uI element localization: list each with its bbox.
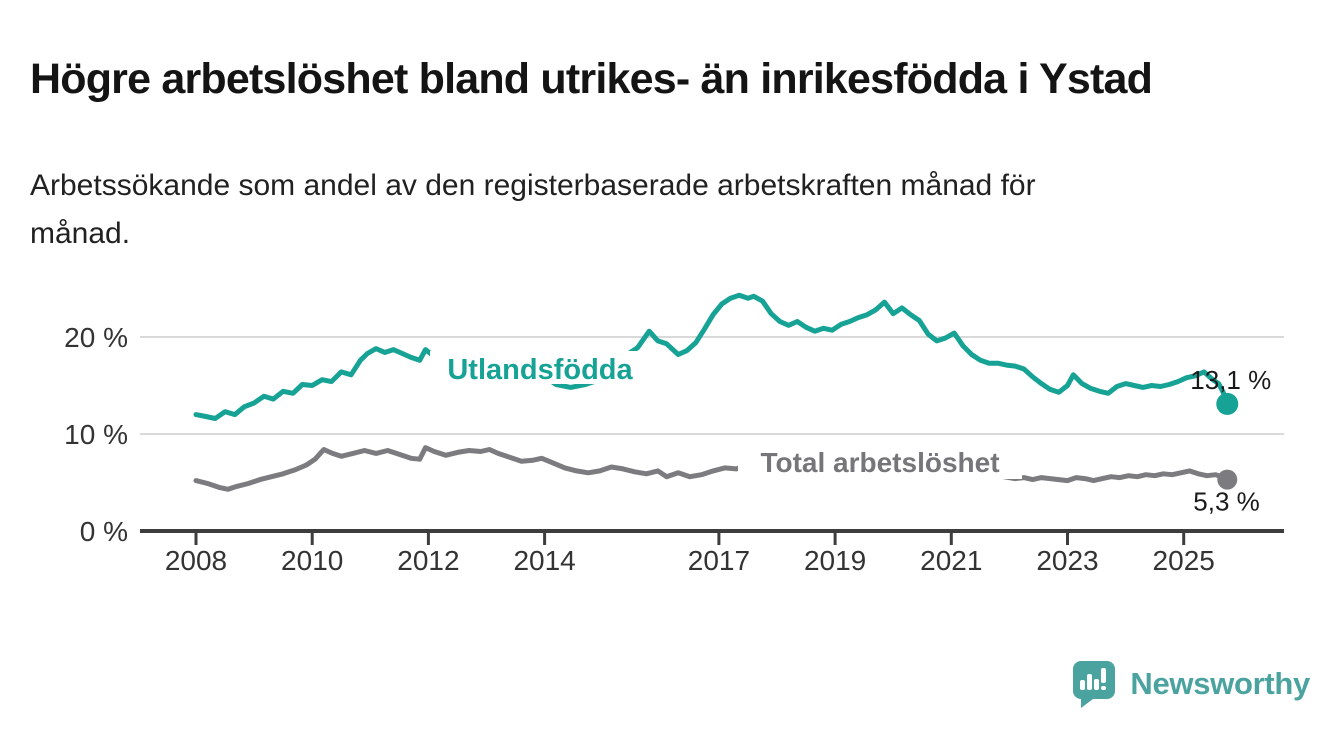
series-label-total: Total arbetslöshet: [760, 447, 999, 478]
subtitle-line-1: Arbetssökande som andel av den registerb…: [30, 169, 1036, 202]
y-tick-label: 20 %: [64, 322, 128, 353]
x-axis: 2008 2010 2012 2014 2017 2019 2021 2023 2025: [140, 529, 1284, 576]
series-lines: [193, 292, 1230, 492]
chart-subtitle: Arbetssökande som andel av den registerb…: [30, 162, 1270, 258]
series-line-total: [193, 445, 1230, 492]
end-dots: [1216, 392, 1239, 490]
x-tick-label: 2023: [1036, 545, 1098, 576]
newsworthy-bar-chart-bubble-icon: [1073, 661, 1116, 708]
end-value-total: 5,3 %: [1193, 487, 1260, 517]
end-dot-utlandsfodda: [1216, 392, 1239, 415]
series-labels: Utlandsfödda Total arbetslöshet: [430, 351, 1022, 479]
page-title: Högre arbetslöshet bland utrikes- än inr…: [30, 54, 1153, 103]
x-tick-label: 2008: [165, 545, 227, 576]
x-tick-label: 2014: [513, 545, 575, 576]
x-tick-label: 2019: [804, 545, 866, 576]
bar-chart-glyph: [1080, 668, 1107, 690]
x-tick-label: 2012: [397, 545, 459, 576]
subtitle-line-2: månad.: [30, 217, 131, 250]
x-tick-label: 2025: [1153, 545, 1215, 576]
gridlines: 0 % 10 % 20 %: [64, 322, 1284, 547]
x-tick-label: 2021: [920, 545, 982, 576]
end-dot-total: [1217, 469, 1238, 490]
newsworthy-wordmark: Newsworthy: [1130, 665, 1310, 701]
newsworthy-logo[interactable]: Newsworthy: [1071, 659, 1310, 708]
series-line-utlandsfodda: [193, 292, 1230, 421]
x-tick-label: 2017: [688, 545, 750, 576]
series-label-utlandsfodda: Utlandsfödda: [447, 354, 633, 386]
y-tick-label: 0 %: [80, 516, 128, 547]
end-value-utlandsfodda: 13,1 %: [1190, 365, 1271, 395]
y-tick-label: 10 %: [64, 419, 128, 450]
end-value-labels: 13,1 % 5,3 %: [1190, 365, 1271, 517]
utlandsfodda-label-mask: [430, 351, 648, 384]
x-tick-label: 2010: [281, 545, 343, 576]
total-label-mask: [738, 444, 1022, 479]
